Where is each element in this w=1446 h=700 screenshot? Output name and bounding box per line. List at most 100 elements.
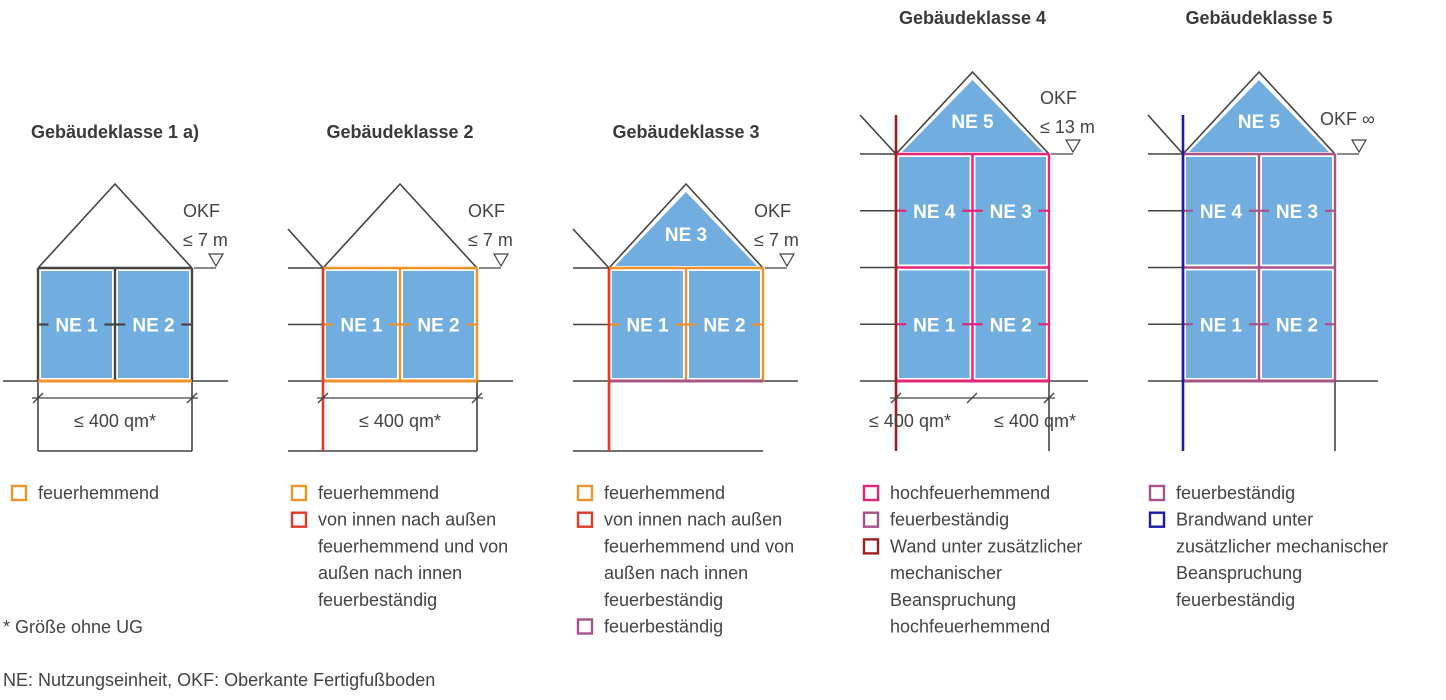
level-marker-icon bbox=[778, 253, 796, 268]
legend-text: feuerhemmend bbox=[318, 483, 439, 503]
building-class-2: Gebäudeklasse 2 NE 1 NE 2 ≤ 400 qm* OKF ≤ 7 m… bbox=[287, 122, 513, 610]
legend-text: von innen nach außen bbox=[604, 510, 782, 530]
dimension-tick bbox=[471, 392, 483, 404]
neighbour-roof-line bbox=[572, 228, 610, 269]
house-title: Gebäudeklasse 5 bbox=[1185, 8, 1332, 28]
legend-text: feuerbeständig bbox=[1176, 483, 1295, 503]
building-class-1: Gebäudeklasse 1 a) NE 1 NE 2 ≤ 400 qm* OKF ≤ … bbox=[3, 122, 228, 503]
legend-text: von innen nach außen bbox=[318, 510, 496, 530]
unit-label: NE 1 bbox=[626, 316, 669, 337]
unit-label: NE 3 bbox=[990, 202, 1032, 223]
roof-unit-fill bbox=[615, 192, 757, 266]
legend-text: feuerbeständig bbox=[890, 510, 1009, 530]
building-class-4: Gebäudeklasse 4 NE 5 NE 1 NE 2 NE 4 NE 3 ≤ 400… bbox=[859, 8, 1095, 637]
dimension-tick bbox=[890, 392, 902, 404]
legend-swatch bbox=[862, 484, 880, 502]
legend-text: hochfeuerhemmend bbox=[890, 617, 1050, 637]
unit-fill bbox=[118, 271, 189, 378]
area-label: ≤ 400 qm* bbox=[869, 411, 951, 431]
roof-outline bbox=[1182, 70, 1336, 155]
area-label: ≤ 400 qm* bbox=[994, 411, 1076, 431]
legend-swatch bbox=[862, 538, 880, 555]
unit-fill bbox=[1262, 270, 1332, 378]
unit-fill bbox=[975, 270, 1046, 378]
legend-text: außen nach innen bbox=[318, 563, 462, 583]
legend-text: feuerhemmend und von bbox=[318, 536, 508, 556]
neighbour-roof-line bbox=[287, 228, 324, 269]
building-class-5: Gebäudeklasse 5 NE 5 NE 1 NE 2 NE 4 NE 3 OKF ∞… bbox=[1147, 8, 1388, 610]
legend-swatch bbox=[290, 484, 308, 502]
okf-label: OKF bbox=[468, 201, 505, 221]
area-label: ≤ 400 qm* bbox=[359, 411, 441, 431]
legend-swatch bbox=[576, 511, 594, 528]
house-title: Gebäudeklasse 3 bbox=[612, 122, 759, 142]
unit-label: NE 1 bbox=[913, 315, 956, 336]
unit-fill bbox=[899, 157, 970, 265]
legend-text: Beanspruchung bbox=[890, 590, 1016, 610]
legend-swatch bbox=[862, 511, 880, 528]
unit-fill bbox=[1186, 157, 1256, 265]
legend-text: feuerbeständig bbox=[604, 590, 723, 610]
legend-swatch bbox=[1148, 511, 1166, 528]
okf-label: OKF bbox=[1040, 88, 1077, 108]
roof-outline bbox=[322, 182, 478, 269]
legend-text: feuerbeständig bbox=[1176, 590, 1295, 610]
neighbour-roof-line bbox=[859, 114, 897, 155]
roof-unit-label: NE 5 bbox=[1238, 112, 1281, 133]
legend-text: feuerbeständig bbox=[318, 590, 437, 610]
unit-fill bbox=[1186, 270, 1256, 378]
unit-label: NE 1 bbox=[55, 316, 98, 337]
level-marker-icon bbox=[207, 253, 225, 268]
unit-label: NE 2 bbox=[132, 316, 174, 337]
unit-fill bbox=[975, 157, 1046, 265]
unit-fill bbox=[41, 271, 112, 378]
legend-text: Brandwand unter bbox=[1176, 510, 1313, 530]
okf-label: OKF bbox=[754, 201, 791, 221]
house-title: Gebäudeklasse 4 bbox=[899, 8, 1046, 28]
unit-label: NE 2 bbox=[417, 316, 459, 337]
unit-label: NE 4 bbox=[1200, 202, 1243, 223]
roof-unit-label: NE 3 bbox=[665, 225, 707, 246]
unit-fill bbox=[1262, 157, 1332, 265]
unit-label: NE 4 bbox=[913, 202, 956, 223]
level-marker-icon bbox=[1350, 139, 1368, 154]
neighbour-roof-line bbox=[1147, 114, 1184, 155]
okf-label: OKF bbox=[183, 201, 220, 221]
unit-label: NE 2 bbox=[703, 316, 745, 337]
legend-text: Beanspruchung bbox=[1176, 563, 1302, 583]
okf-height: ≤ 7 m bbox=[183, 230, 228, 250]
roof-outline bbox=[895, 70, 1050, 155]
unit-label: NE 1 bbox=[340, 316, 383, 337]
legend-text: feuerhemmend bbox=[604, 483, 725, 503]
legend-text: außen nach innen bbox=[604, 563, 748, 583]
legend-text: feuerbeständig bbox=[604, 617, 723, 637]
roof-unit-fill bbox=[902, 80, 1043, 152]
house-title: Gebäudeklasse 1 a) bbox=[31, 122, 199, 142]
legend-swatch bbox=[10, 484, 28, 502]
unit-fill bbox=[689, 271, 760, 378]
unit-label: NE 2 bbox=[990, 315, 1032, 336]
okf-height: ≤ 7 m bbox=[754, 230, 799, 250]
dimension-tick bbox=[1043, 392, 1055, 404]
okf-height: ≤ 13 m bbox=[1040, 117, 1095, 137]
unit-fill bbox=[899, 270, 970, 378]
okf-label: OKF ∞ bbox=[1320, 109, 1375, 129]
unit-label: NE 2 bbox=[1276, 315, 1318, 336]
legend-text: Wand unter zusätzlicher bbox=[890, 536, 1082, 556]
dimension-tick bbox=[32, 392, 44, 404]
legend-swatch bbox=[290, 511, 308, 528]
legend-text: mechanischer bbox=[890, 563, 1002, 583]
legend-text: feuerhemmend und von bbox=[604, 536, 794, 556]
dimension-tick bbox=[186, 392, 198, 404]
roof-unit-fill bbox=[1189, 80, 1329, 152]
dimension-tick bbox=[966, 392, 978, 404]
building-class-3: Gebäudeklasse 3 NE 3 NE 1 NE 2 OKF ≤ 7 m feuer… bbox=[572, 122, 799, 637]
legend-swatch bbox=[1148, 484, 1166, 502]
unit-fill bbox=[612, 271, 683, 378]
footnote: * Größe ohne UG bbox=[3, 617, 143, 637]
legend-text: zusätzlicher mechanischer bbox=[1176, 536, 1388, 556]
unit-fill bbox=[326, 271, 397, 378]
house-title: Gebäudeklasse 2 bbox=[326, 122, 473, 142]
unit-label: NE 1 bbox=[1200, 315, 1243, 336]
